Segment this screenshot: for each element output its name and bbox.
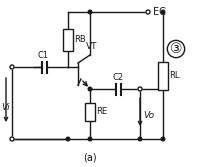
Circle shape [146,10,150,14]
Circle shape [161,137,165,141]
Bar [158,61,168,90]
Text: C2: C2 [112,73,124,82]
Bar [85,103,95,121]
Circle shape [10,137,14,141]
Text: VT: VT [86,42,98,51]
Text: RL: RL [169,71,180,80]
Text: Vo: Vo [143,112,154,121]
Circle shape [66,137,70,141]
Circle shape [88,87,92,91]
Text: ③: ③ [170,42,182,56]
Text: RE: RE [96,108,107,117]
Circle shape [88,10,92,14]
Bar [63,29,73,50]
Text: Vi: Vi [2,103,10,112]
Text: EC: EC [153,7,166,17]
Text: RB: RB [74,35,86,44]
Circle shape [138,137,142,141]
Circle shape [88,137,92,141]
Circle shape [10,65,14,69]
Circle shape [161,10,165,14]
Circle shape [138,87,142,91]
Text: (a): (a) [83,152,97,162]
Text: C1: C1 [37,51,49,60]
